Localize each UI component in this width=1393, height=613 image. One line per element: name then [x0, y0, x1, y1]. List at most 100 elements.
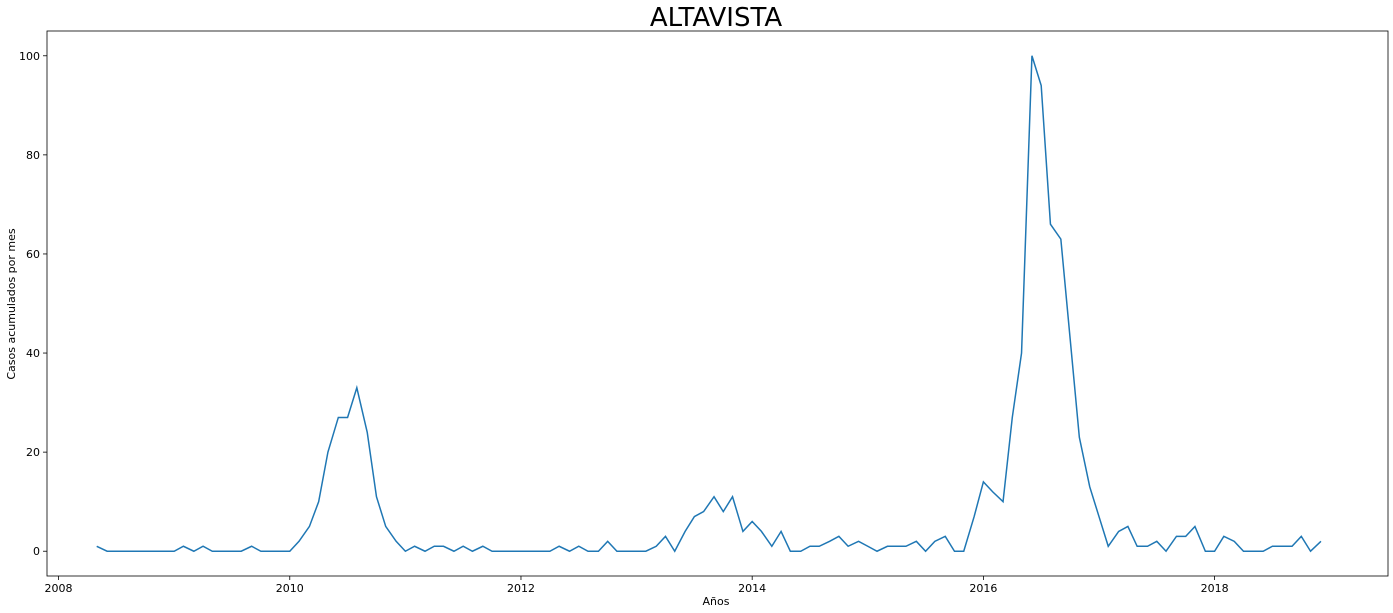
y-tick-label: 20 [26, 446, 40, 459]
data-point [1184, 535, 1187, 538]
data-point [124, 550, 127, 553]
data-point [558, 545, 561, 548]
data-point [1030, 54, 1033, 57]
data-point [1213, 550, 1216, 553]
data-point [288, 550, 291, 553]
data-point [433, 545, 436, 548]
plot-border [46, 30, 1389, 577]
data-point [731, 495, 734, 498]
data-point [375, 495, 378, 498]
data-point [424, 550, 427, 553]
data-point [1136, 545, 1139, 548]
data-point [895, 545, 898, 548]
data-point [953, 550, 956, 553]
data-point [1020, 352, 1023, 355]
series-line [96, 55, 1322, 553]
data-point [587, 550, 590, 553]
data-point [452, 550, 455, 553]
data-point [355, 386, 358, 389]
data-point [1117, 530, 1120, 533]
data-point [500, 550, 503, 553]
data-point [1107, 545, 1110, 548]
plot-frame [46, 30, 1389, 577]
data-point [317, 500, 320, 503]
data-point [337, 416, 340, 419]
data-point [962, 550, 965, 553]
data-point [384, 525, 387, 528]
data-point [1088, 485, 1091, 488]
data-point [577, 545, 580, 548]
data-point [876, 550, 879, 553]
y-tick-label: 80 [26, 149, 40, 162]
data-point [259, 550, 262, 553]
data-point [789, 550, 792, 553]
data-point [1222, 535, 1225, 538]
data-point [615, 550, 618, 553]
data-point [1040, 84, 1043, 87]
data-point [886, 545, 889, 548]
data-point [106, 550, 109, 553]
data-point [240, 550, 243, 553]
x-axis-ticks: 2008 2010 2012 2014 2016 2018 [45, 576, 1229, 595]
data-point [924, 550, 927, 553]
data-point [211, 550, 214, 553]
data-point [828, 540, 831, 543]
data-point [1204, 550, 1207, 553]
data-point [780, 530, 783, 533]
data-point [568, 550, 571, 553]
data-point [1078, 436, 1081, 439]
data-point [664, 535, 667, 538]
data-point [1002, 500, 1005, 503]
data-point [741, 530, 744, 533]
data-point [818, 545, 821, 548]
data-point [491, 550, 494, 553]
data-point [760, 530, 763, 533]
y-axis-label: Casos acumulados por mes [5, 228, 18, 380]
data-point [529, 550, 532, 553]
data-point [933, 540, 936, 543]
y-axis-ticks: 0 20 40 60 80 100 [19, 50, 47, 558]
data-point [1165, 550, 1168, 553]
data-point [221, 550, 224, 553]
data-point [115, 550, 118, 553]
data-point [606, 540, 609, 543]
data-point [1233, 540, 1236, 543]
data-point [1242, 550, 1245, 553]
data-point [462, 545, 465, 548]
data-point [1319, 540, 1322, 543]
data-point [395, 540, 398, 543]
data-point [673, 550, 676, 553]
data-point [1291, 545, 1294, 548]
y-tick-label: 60 [26, 248, 40, 261]
y-tick-label: 100 [19, 50, 40, 63]
data-point [163, 550, 166, 553]
data-point [308, 525, 311, 528]
data-point [279, 550, 282, 553]
data-point [808, 545, 811, 548]
data-point [693, 515, 696, 518]
data-point [404, 550, 407, 553]
x-tick-label: 2016 [969, 582, 997, 595]
data-point [702, 510, 705, 513]
data-point [1155, 540, 1158, 543]
data-point [519, 550, 522, 553]
data-point [202, 545, 205, 548]
chart-title: ALTAVISTA [650, 3, 782, 33]
data-point [1309, 550, 1312, 553]
data-point [837, 535, 840, 538]
data-point [442, 545, 445, 548]
x-tick-label: 2010 [276, 582, 304, 595]
data-point [326, 451, 329, 454]
data-point [298, 540, 301, 543]
x-tick-label: 2008 [45, 582, 73, 595]
y-tick-label: 0 [33, 545, 40, 558]
data-point [471, 550, 474, 553]
data-point [548, 550, 551, 553]
data-point [866, 545, 869, 548]
data-point [1262, 550, 1265, 553]
x-tick-label: 2018 [1201, 582, 1229, 595]
data-point [915, 540, 918, 543]
data-point [95, 545, 98, 548]
data-point [1011, 416, 1014, 419]
